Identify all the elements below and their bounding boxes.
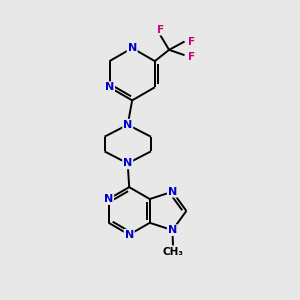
Text: F: F — [157, 25, 164, 34]
Text: N: N — [123, 120, 132, 130]
Text: N: N — [124, 230, 134, 240]
Text: F: F — [188, 37, 195, 46]
Text: F: F — [188, 52, 195, 62]
Text: N: N — [123, 158, 132, 168]
Text: N: N — [128, 43, 137, 53]
Text: CH₃: CH₃ — [163, 247, 184, 256]
Text: N: N — [168, 225, 177, 235]
Text: N: N — [105, 82, 114, 92]
Text: N: N — [104, 194, 113, 204]
Text: N: N — [168, 187, 177, 197]
